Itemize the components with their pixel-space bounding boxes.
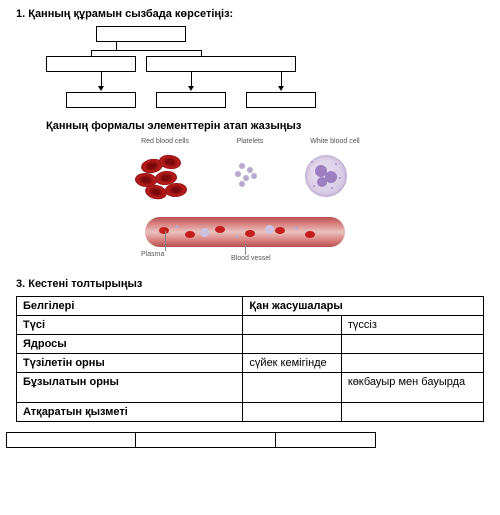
row-label: Атқаратын қызметі bbox=[23, 406, 128, 418]
cell bbox=[341, 354, 483, 373]
table-row: Ядросы bbox=[17, 335, 484, 354]
q3-table: Белгілері Қан жасушалары Түсі түссіз Ядр… bbox=[16, 296, 484, 422]
table-row: Түзілетін орны сүйек кемігінде bbox=[17, 354, 484, 373]
diagram-box bbox=[46, 56, 136, 72]
wbc-cell bbox=[305, 155, 347, 197]
cell bbox=[243, 335, 341, 354]
q3-title: 3. Кестені толтырыңыз bbox=[16, 278, 484, 290]
row-label: Түзілетін орны bbox=[23, 357, 105, 369]
cell bbox=[243, 403, 341, 422]
table-row: Атқаратын қызметі bbox=[17, 403, 484, 422]
vessel-label: Blood vessel bbox=[231, 255, 271, 262]
blank-diagram bbox=[46, 26, 326, 116]
q1-title: 1. Қанның құрамын сызбада көрсетіңіз: bbox=[16, 8, 484, 20]
cell: түссіз bbox=[341, 316, 483, 335]
row-label: Ядросы bbox=[23, 338, 67, 350]
table-header: Белгілері bbox=[17, 297, 243, 316]
q1-subtitle: Қанның формалы элементтерін атап жазыңыз bbox=[46, 120, 484, 132]
rbc-cluster bbox=[135, 155, 195, 205]
cell bbox=[341, 335, 483, 354]
cell bbox=[243, 316, 341, 335]
cell bbox=[243, 373, 341, 403]
diagram-box bbox=[156, 92, 226, 108]
cell: көкбауыр мен бауырда bbox=[341, 373, 483, 403]
table-row: Бұзылатын орны көкбауыр мен бауырда bbox=[17, 373, 484, 403]
platelet-cluster bbox=[225, 157, 265, 197]
cell bbox=[341, 403, 483, 422]
diagram-box bbox=[66, 92, 136, 108]
bottom-empty-cells bbox=[6, 432, 484, 448]
blood-cells-figure: Red blood cells Platelets White bbox=[135, 138, 365, 264]
diagram-box bbox=[96, 26, 186, 42]
table-header: Қан жасушалары bbox=[243, 297, 484, 316]
table-row: Түсі түссіз bbox=[17, 316, 484, 335]
diagram-box bbox=[146, 56, 296, 72]
cell: сүйек кемігінде bbox=[243, 354, 341, 373]
vessel-figure: Plasma Blood vessel bbox=[135, 209, 365, 264]
rbc-label: Red blood cells bbox=[135, 138, 195, 145]
row-label: Бұзылатын орны bbox=[23, 376, 119, 388]
diagram-box bbox=[246, 92, 316, 108]
platelet-label: Platelets bbox=[225, 138, 275, 145]
plasma-label: Plasma bbox=[141, 251, 164, 258]
wbc-label: White blood cell bbox=[305, 138, 365, 145]
row-label: Түсі bbox=[23, 319, 45, 331]
